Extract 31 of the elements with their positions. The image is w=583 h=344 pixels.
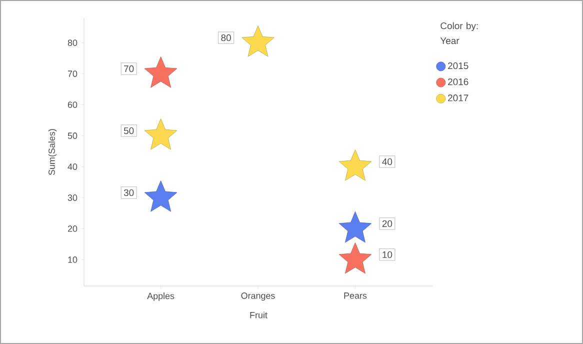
data-label: 80 xyxy=(221,34,231,42)
point xyxy=(144,180,178,212)
data-label: 40 xyxy=(382,158,392,166)
y-tick-label: 70 xyxy=(68,70,78,77)
point xyxy=(242,26,274,57)
data-label: 50 xyxy=(124,127,134,134)
legend-label: 2016 xyxy=(448,78,468,86)
y-tick-label: 40 xyxy=(68,164,78,170)
y-axis-title: Sum(Sales) xyxy=(48,129,57,176)
point xyxy=(144,118,178,150)
y-tick-label: 20 xyxy=(68,226,78,232)
data-label: 30 xyxy=(124,189,134,196)
point xyxy=(338,150,372,181)
x-tick-label: Pears xyxy=(344,292,367,299)
y-tick-label: 60 xyxy=(68,102,78,108)
y-tick-label: 30 xyxy=(68,194,78,201)
x-tick-label: Oranges xyxy=(241,292,275,301)
y-tick-label: 80 xyxy=(68,40,78,46)
point xyxy=(338,211,372,243)
x-tick-label: Apples xyxy=(147,292,174,301)
data-label: 20 xyxy=(382,220,392,228)
point xyxy=(338,242,372,274)
y-tick-label: 10 xyxy=(68,256,78,263)
legend-label: 2015 xyxy=(448,62,468,70)
legend-label: 2017 xyxy=(448,94,468,102)
data-label: 70 xyxy=(124,65,134,72)
legend-title: Color by: Year xyxy=(440,22,478,44)
point xyxy=(144,56,178,88)
data-label: 10 xyxy=(382,251,392,258)
y-tick-label: 50 xyxy=(68,132,78,139)
x-axis-title: Fruit xyxy=(250,312,268,318)
